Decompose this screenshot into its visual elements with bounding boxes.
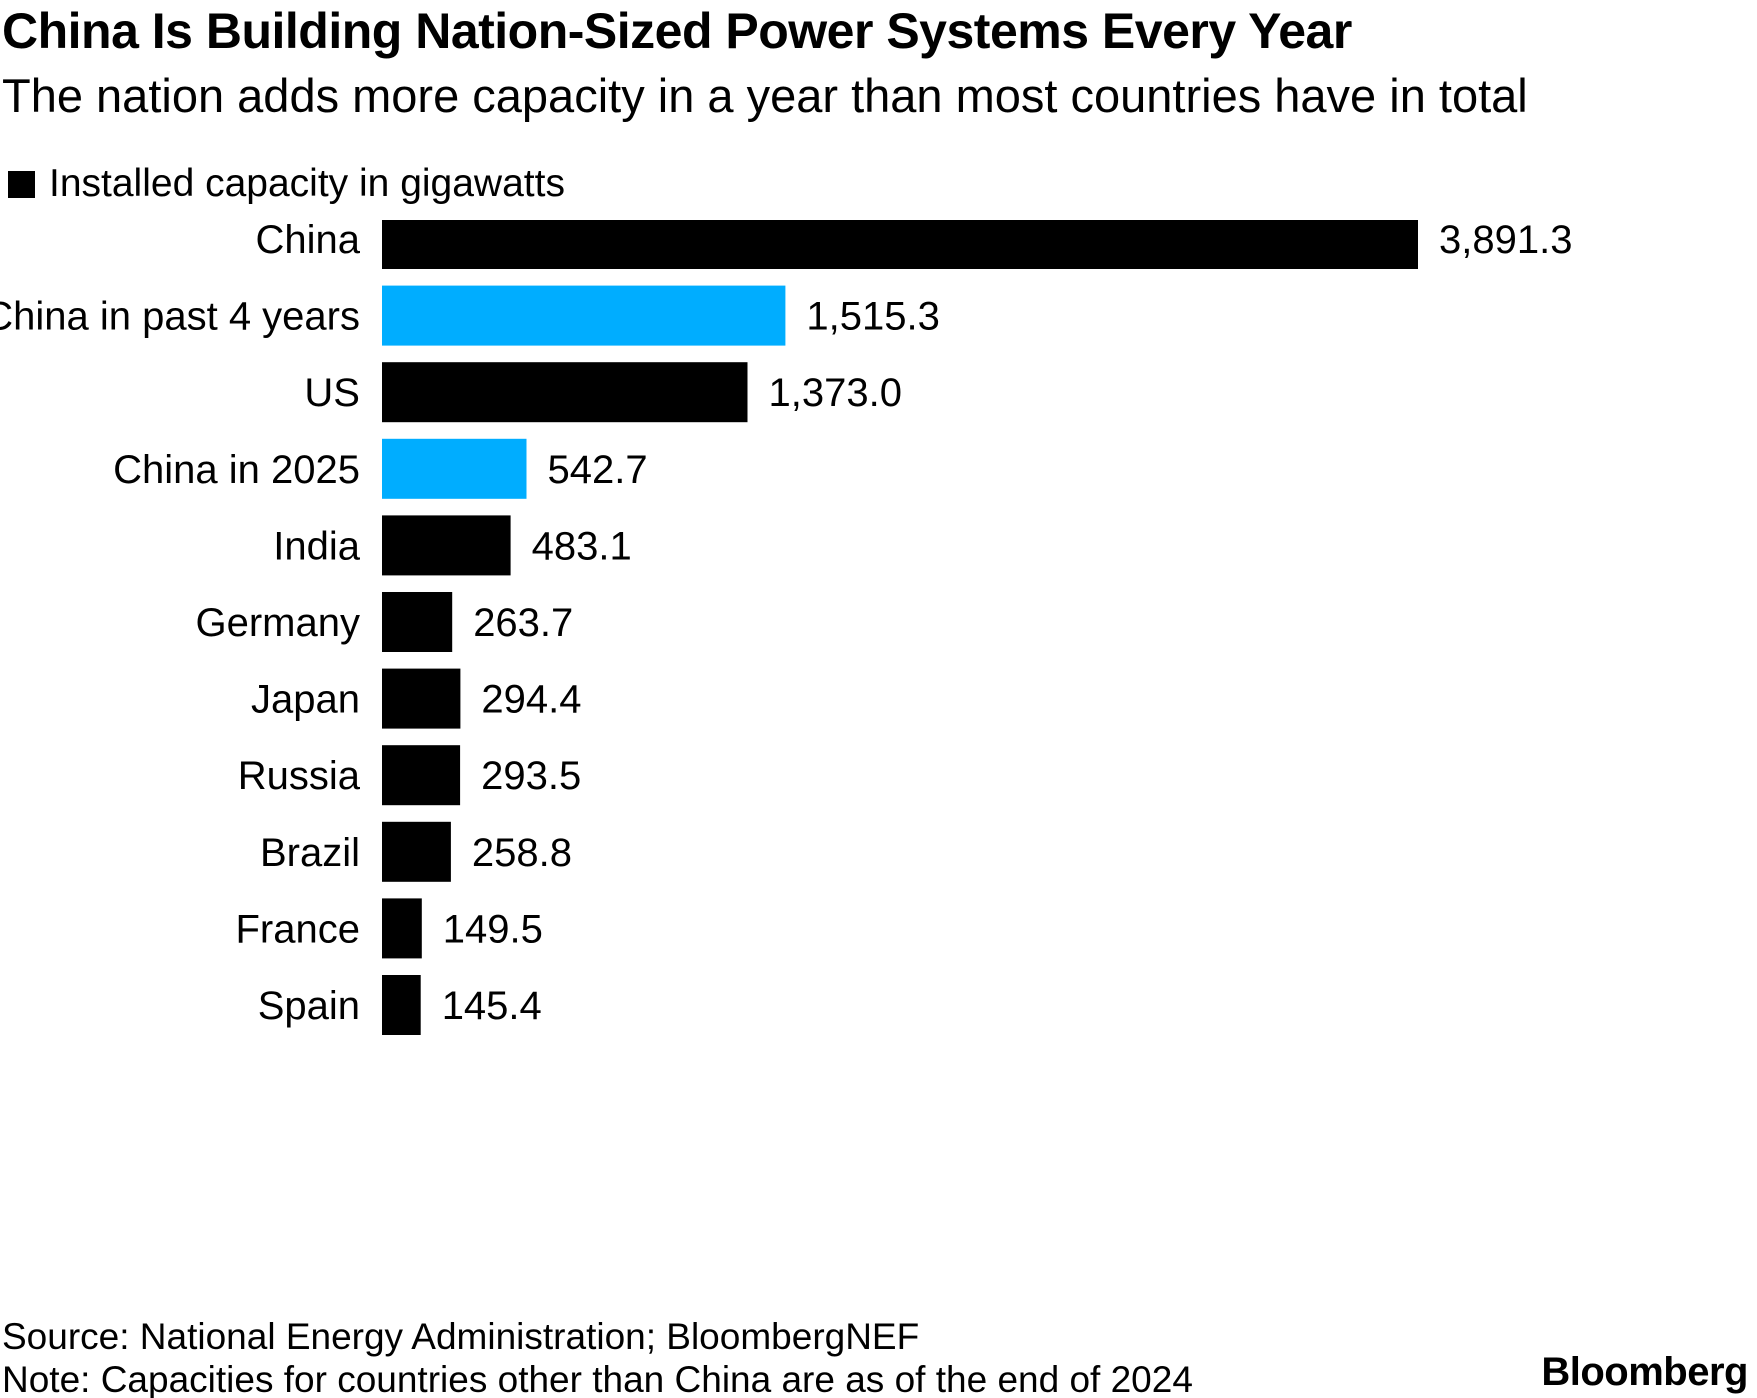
value-label-germany: 263.7 (473, 601, 573, 645)
bar-france (382, 898, 422, 959)
category-label-china-in-2025: China in 2025 (113, 448, 360, 492)
footnote: Note: Capacities for countries other tha… (2, 1359, 1193, 1398)
value-label-china: 3,891.3 (1439, 220, 1572, 262)
category-label-china: China (255, 220, 360, 262)
bar-spain (382, 975, 421, 1035)
bar-chart: China 3,891.3 China in past 4 years 1,515.3… (0, 220, 1572, 1035)
bar-brazil (382, 821, 451, 882)
category-label-china-in-past-4-years: China in past 4 years (0, 295, 360, 339)
category-label-india: India (273, 524, 360, 568)
category-label-japan: Japan (251, 678, 360, 722)
value-label-us: 1,373.0 (769, 371, 902, 415)
bar-india (382, 515, 511, 576)
value-label-brazil: 258.8 (472, 831, 572, 875)
category-label-russia: Russia (238, 754, 361, 798)
value-label-china-in-past-4-years: 1,515.3 (806, 295, 939, 339)
bar-china (382, 220, 1418, 269)
category-label-france: France (236, 907, 361, 951)
chart-title: China Is Building Nation-Sized Power Sys… (2, 3, 1352, 59)
legend-swatch (8, 170, 35, 198)
category-label-us: US (304, 371, 360, 415)
value-label-russia: 293.5 (481, 754, 581, 798)
legend: Installed capacity in gigawatts (8, 162, 565, 206)
bar-us (382, 362, 748, 423)
category-label-brazil: Brazil (260, 831, 360, 875)
bar-germany (382, 592, 453, 652)
bar-russia (382, 745, 461, 806)
source-note: Source: National Energy Administration; … (2, 1316, 920, 1357)
bar-china-in-past-4-years (382, 285, 786, 346)
bar-china-in-2025 (382, 438, 527, 499)
chart-subtitle: The nation adds more capacity in a year … (2, 69, 1528, 122)
legend-label: Installed capacity in gigawatts (49, 162, 565, 205)
category-label-germany: Germany (196, 601, 361, 645)
value-label-france: 149.5 (443, 907, 543, 951)
bar-japan (382, 668, 461, 729)
value-label-spain: 145.4 (442, 984, 542, 1028)
category-label-spain: Spain (258, 984, 360, 1028)
value-label-china-in-2025: 542.7 (548, 448, 648, 492)
value-label-india: 483.1 (532, 524, 632, 568)
value-label-japan: 294.4 (481, 678, 581, 722)
bloomberg-logo: Bloomberg (1541, 1350, 1748, 1394)
